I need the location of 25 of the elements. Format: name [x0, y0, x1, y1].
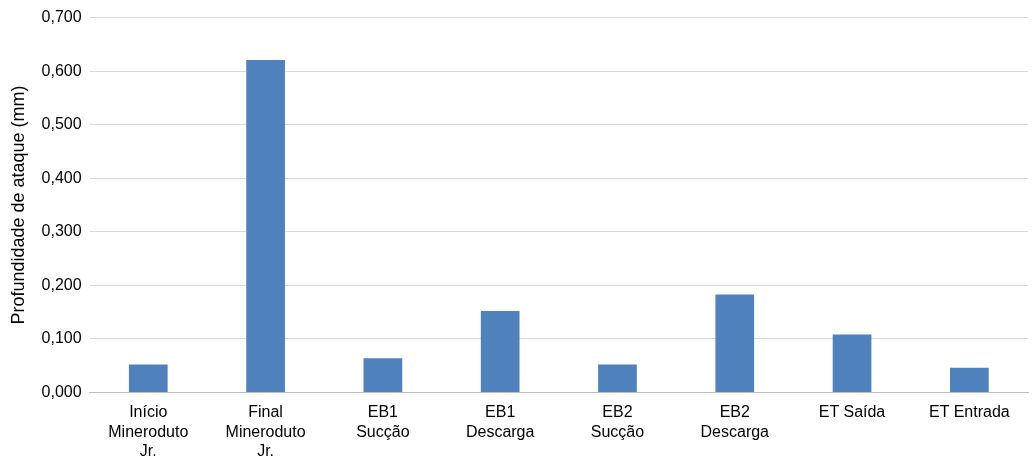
x-tick-label: ET Saída [818, 403, 886, 421]
x-tick-label: EB2 Descarga [700, 403, 770, 440]
bar [715, 294, 755, 392]
y-tick-label: 0,400 [41, 168, 82, 186]
x-tick-label: Final Mineroduto Jr. [225, 403, 306, 459]
y-tick-label: 0,700 [41, 8, 82, 26]
y-tick-label: 0,500 [41, 115, 82, 133]
x-tick-label: EB2 Sucção [590, 403, 645, 440]
x-tick-label: EB1 Sucção [356, 403, 410, 440]
y-tick-label: 0,000 [41, 382, 82, 400]
bar [363, 358, 403, 392]
bar [480, 311, 520, 392]
y-tick-label: 0,600 [41, 61, 82, 79]
x-tick-label: EB1 Descarga [465, 403, 535, 440]
bar [246, 59, 285, 392]
y-tick-label: 0,100 [41, 329, 82, 347]
y-axis-title: Profundidade de ataque (mm) [7, 85, 28, 325]
bar [128, 364, 168, 392]
bar [598, 364, 637, 392]
bar [832, 334, 872, 392]
y-tick-label: 0,300 [41, 222, 82, 240]
x-tick-label: Início Mineroduto Jr. [108, 403, 189, 459]
y-tick-label: 0,200 [41, 275, 82, 293]
bar [950, 367, 989, 392]
x-tick-label: ET Entrada [929, 403, 1010, 421]
